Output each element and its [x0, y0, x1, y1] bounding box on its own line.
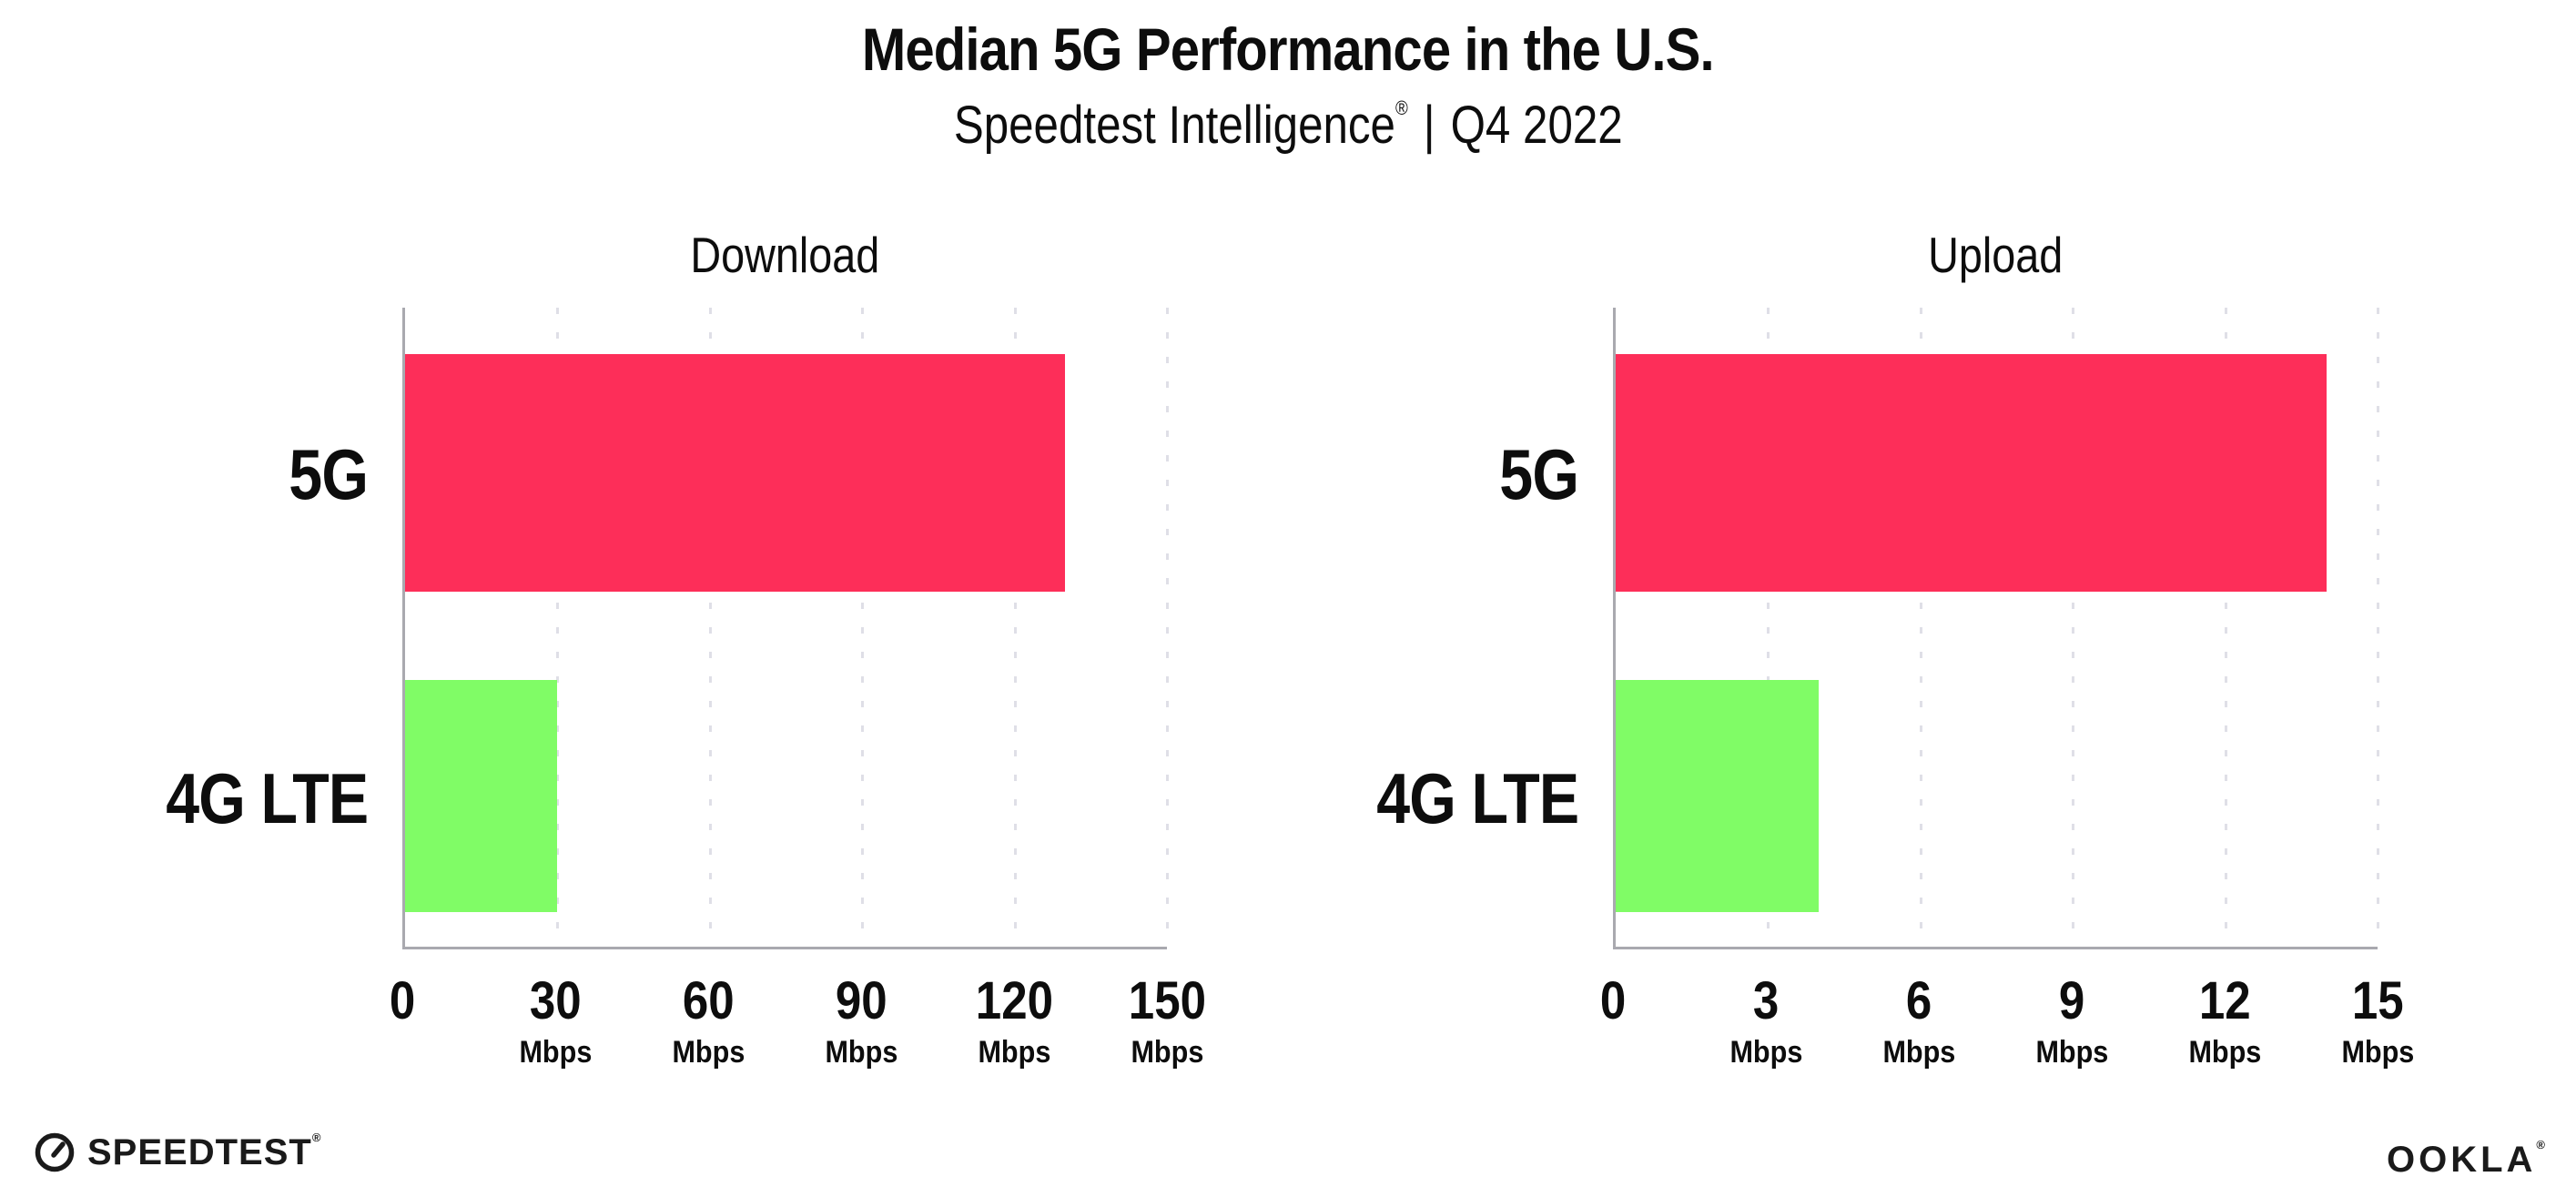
x-tick-60: 60 Mbps	[617, 970, 799, 1070]
x-tick-value: 12	[2198, 971, 2251, 1030]
speedtest-trademark: ®	[311, 1130, 322, 1144]
x-tick-value: 9	[2058, 971, 2085, 1030]
x-tick-value: 15	[2351, 971, 2404, 1030]
download-x-axis-ticks: 0 30 Mbps 60 Mbps 90 Mbps 120 Mbps 150 M…	[390, 970, 1206, 1098]
x-tick-value: 150	[1128, 971, 1206, 1030]
x-tick-0: 0	[1522, 970, 1704, 1031]
x-tick-15: 15 Mbps	[2287, 970, 2469, 1070]
x-tick-unit: Mbps	[2341, 1035, 2414, 1070]
page-title: Median 5G Performance in the U.S.	[0, 15, 2576, 84]
x-tick-12: 12 Mbps	[2134, 970, 2316, 1070]
download-panel-title: Download	[690, 227, 879, 283]
speedtest-logo: SPEEDTEST®	[33, 1131, 321, 1174]
x-tick-unit: Mbps	[1729, 1035, 1802, 1070]
x-tick-unit: Mbps	[2188, 1035, 2261, 1070]
category-label-4g-lte-upload: 4G LTE	[1375, 758, 1579, 838]
gridline	[1166, 308, 1169, 947]
speedtest-wordmark: SPEEDTEST®	[87, 1130, 322, 1172]
x-tick-value: 0	[389, 971, 416, 1030]
x-tick-value: 0	[1599, 971, 1627, 1030]
x-tick-value: 6	[1905, 971, 1932, 1030]
ookla-logo: OOKLA®	[2386, 1138, 2549, 1181]
gridline	[1013, 308, 1017, 947]
subtitle-period: Q4 2022	[1450, 96, 1623, 155]
bar-4g-lte-download	[405, 679, 558, 913]
x-tick-120: 120 Mbps	[923, 970, 1105, 1070]
x-tick-unit: Mbps	[825, 1035, 898, 1070]
gridline	[1919, 308, 1922, 947]
upload-panel-title: Upload	[1927, 227, 2064, 283]
x-tick-9: 9 Mbps	[1981, 970, 2163, 1070]
gridline	[556, 308, 560, 947]
gridline	[708, 308, 712, 947]
x-tick-3: 3 Mbps	[1675, 970, 1857, 1070]
gauge-icon	[35, 1132, 75, 1172]
gridline	[1767, 308, 1770, 947]
x-tick-value: 90	[835, 971, 887, 1030]
bar-4g-lte-upload	[1616, 679, 1820, 913]
x-tick-unit: Mbps	[978, 1035, 1050, 1070]
gridline	[2072, 308, 2075, 947]
category-label-5g-download: 5G	[289, 434, 369, 514]
x-tick-value: 60	[682, 971, 735, 1030]
x-tick-value: 120	[975, 971, 1053, 1030]
gridline	[861, 308, 865, 947]
x-tick-0: 0	[311, 970, 493, 1031]
gridline	[2377, 308, 2379, 947]
upload-x-axis-ticks: 0 3 Mbps 6 Mbps 9 Mbps 12 Mbps 15 Mbps	[1600, 970, 2414, 1098]
x-tick-150: 150 Mbps	[1076, 970, 1258, 1070]
category-label-5g-upload: 5G	[1499, 434, 1579, 514]
x-tick-unit: Mbps	[672, 1035, 745, 1070]
gridline	[2224, 308, 2227, 947]
download-plot-area	[402, 308, 1169, 949]
title-text: Median 5G Performance in the U.S.	[862, 15, 1715, 83]
subtitle-brand: Speedtest Intelligence	[953, 96, 1395, 155]
x-tick-unit: Mbps	[1882, 1035, 1955, 1070]
category-label-4g-lte-download: 4G LTE	[165, 758, 369, 838]
ookla-wordmark: OOKLA®	[2386, 1138, 2549, 1180]
x-tick-6: 6 Mbps	[1828, 970, 2010, 1070]
x-tick-30: 30 Mbps	[464, 970, 646, 1070]
x-tick-unit: Mbps	[519, 1035, 592, 1070]
registered-mark: ®	[1394, 96, 1408, 119]
subtitle-separator: |	[1423, 96, 1435, 155]
ookla-trademark: ®	[2536, 1138, 2549, 1151]
x-tick-90: 90 Mbps	[770, 970, 952, 1070]
bar-5g-upload	[1616, 354, 2328, 593]
x-tick-unit: Mbps	[1131, 1035, 1203, 1070]
x-tick-unit: Mbps	[2035, 1035, 2108, 1070]
upload-plot-area	[1613, 308, 2379, 949]
page-subtitle: Speedtest Intelligence® | Q4 2022	[0, 95, 2576, 156]
x-tick-value: 3	[1752, 971, 1780, 1030]
x-tick-value: 30	[529, 971, 582, 1030]
bar-5g-download	[405, 354, 1066, 593]
